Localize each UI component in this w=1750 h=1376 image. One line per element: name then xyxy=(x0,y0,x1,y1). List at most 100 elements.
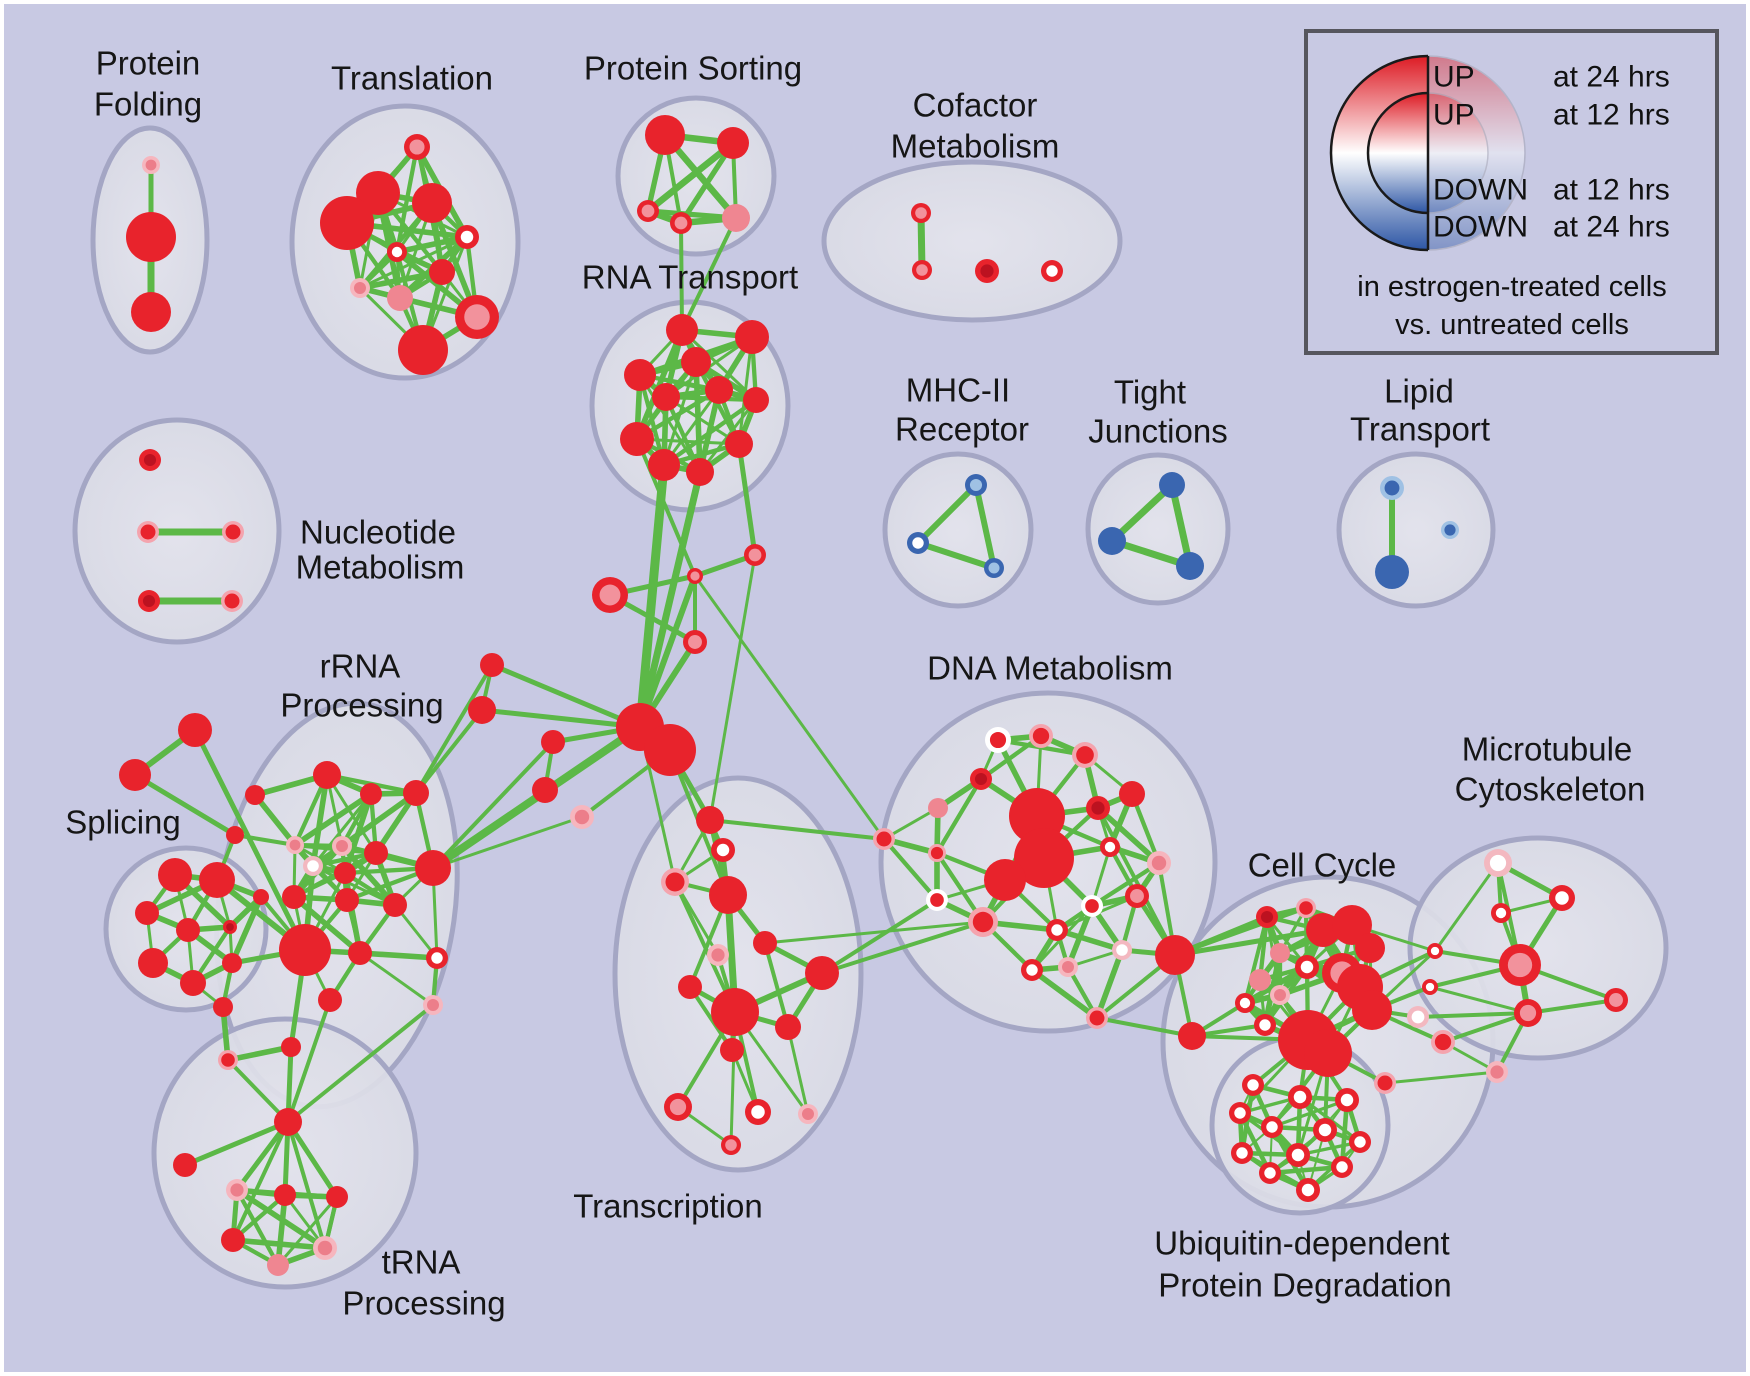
edge xyxy=(182,1119,291,1168)
node-ps-4 xyxy=(722,204,750,232)
node-rt-4 xyxy=(652,383,680,411)
node-rr-4-core xyxy=(307,860,319,872)
node-pf-1 xyxy=(126,212,176,262)
cluster-mt-ellipse xyxy=(1407,835,1669,1061)
node-cc-9-core xyxy=(1274,989,1286,1001)
legend-row-1-time: at 12 hrs xyxy=(1553,99,1670,132)
edge xyxy=(311,792,373,868)
node-dm-13-core xyxy=(1151,855,1167,871)
node-rr-12 xyxy=(348,941,372,965)
edge xyxy=(693,574,886,841)
node-dm-5 xyxy=(1119,781,1145,807)
node-mt-9-core xyxy=(1434,1033,1452,1051)
edge xyxy=(414,708,484,795)
node-cm-0-core xyxy=(915,207,927,219)
node-mt-0-core xyxy=(1489,854,1507,872)
node-tc-1-core xyxy=(716,843,730,857)
edge xyxy=(233,833,297,847)
node-rt-10 xyxy=(725,430,753,458)
node-rt-1 xyxy=(735,320,769,354)
cluster-sp-label-0: Splicing xyxy=(65,804,181,841)
node-dm-11-core xyxy=(930,846,944,860)
node-ub-11-core xyxy=(1301,1183,1315,1197)
edge xyxy=(226,1058,290,1124)
legend-row-2-direction: DOWN xyxy=(1433,174,1528,207)
node-mt-8-core xyxy=(1609,993,1623,1007)
node-mt-3-core xyxy=(1430,946,1440,956)
edge xyxy=(225,1044,294,1063)
edge xyxy=(1089,860,1162,909)
node-lt-1 xyxy=(1375,555,1409,589)
node-sp-7-core xyxy=(226,923,234,931)
node-rr-0 xyxy=(313,761,341,789)
node-mt-1-core xyxy=(1555,891,1569,905)
node-nm-2-core xyxy=(225,524,241,540)
legend-row-2-time: at 12 hrs xyxy=(1553,174,1670,207)
node-cc-13 xyxy=(1352,990,1392,1030)
edge xyxy=(252,792,298,848)
node-dm-14-core xyxy=(1130,889,1144,903)
node-cm-3-core xyxy=(1046,265,1058,277)
node-sp-14 xyxy=(281,1037,301,1057)
node-ch-3-core xyxy=(688,635,702,649)
node-ub-8-core xyxy=(1291,1148,1305,1162)
node-tn-7 xyxy=(267,1254,289,1276)
edge xyxy=(431,740,555,870)
edge xyxy=(1267,1164,1345,1176)
edge xyxy=(679,221,684,332)
node-ch-9 xyxy=(480,653,504,677)
nodes-layer xyxy=(119,115,1628,1276)
node-mhc-2-core xyxy=(988,562,1000,574)
edge xyxy=(431,788,547,870)
node-cc-8 xyxy=(1249,969,1271,991)
node-tn-1 xyxy=(173,1153,197,1177)
edge xyxy=(286,1003,435,1124)
node-cc-1-core xyxy=(1299,901,1313,915)
cluster-lt-label-0: Lipid xyxy=(1384,373,1454,410)
cluster-nm-label-1: Metabolism xyxy=(296,549,465,586)
edge xyxy=(231,1120,290,1242)
node-rr-9 xyxy=(335,888,359,912)
node-sp-9 xyxy=(180,970,206,996)
edge xyxy=(635,460,669,732)
edge xyxy=(358,951,435,1007)
node-tr-4-core xyxy=(460,230,474,244)
edge xyxy=(973,482,997,571)
cluster-lt-label-1: Transport xyxy=(1350,411,1490,448)
edge xyxy=(644,139,737,215)
edge xyxy=(1428,985,1530,1015)
node-ub-5-core xyxy=(1318,1123,1332,1137)
cluster-cm-label-0: Cofactor xyxy=(913,87,1038,124)
node-rt-0 xyxy=(666,314,698,346)
node-tr-1 xyxy=(356,171,400,215)
node-ub-6-core xyxy=(1354,1136,1366,1148)
node-tn-6-core xyxy=(317,1240,333,1256)
cluster-mhc-label-1: Receptor xyxy=(895,411,1029,448)
node-sp-8 xyxy=(138,948,168,978)
edge xyxy=(881,836,940,903)
node-tc-10 xyxy=(720,1038,744,1062)
node-ub-9-core xyxy=(1336,1161,1348,1173)
node-rr-13-core xyxy=(431,952,443,964)
edge xyxy=(635,437,697,578)
node-tc-4 xyxy=(753,931,777,955)
node-dm-19-core xyxy=(972,911,994,933)
node-rr-7 xyxy=(415,850,451,886)
node-cc-11-core xyxy=(1259,1019,1271,1031)
edge xyxy=(934,776,984,856)
labels-layer: Protein Folding Translation Protein Sorting… xyxy=(65,45,1645,1322)
legend-caption-0: in estrogen-treated cells xyxy=(1357,271,1667,303)
node-dm-10-core xyxy=(876,831,892,847)
node-dm-0-core xyxy=(989,731,1007,749)
edge xyxy=(1526,998,1618,1015)
node-tc-7 xyxy=(805,956,839,990)
edge xyxy=(636,468,704,731)
cluster-cc-label-0: Cell Cycle xyxy=(1248,847,1397,884)
edge xyxy=(786,1025,810,1116)
node-cc-4 xyxy=(1355,933,1385,963)
node-pf-0-core xyxy=(145,159,157,171)
node-rr-1 xyxy=(360,783,382,805)
cluster-cm-ellipse xyxy=(821,159,1123,323)
node-cm-1-core xyxy=(916,264,928,276)
